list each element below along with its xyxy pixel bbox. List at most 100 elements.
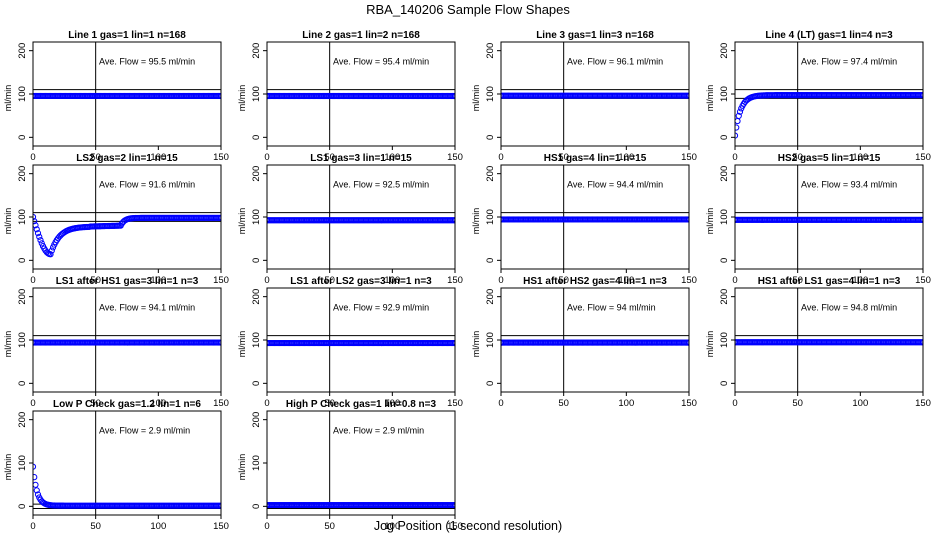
panel-11: HS1 after HS2 gas=4 lin=1 n=3 Ave. Flow =… xyxy=(471,276,697,409)
y-axis-label: ml/min xyxy=(705,85,715,112)
x-tick-label: 100 xyxy=(384,398,400,409)
data-point xyxy=(736,108,744,115)
x-tick-label: 100 xyxy=(852,275,868,286)
y-tick-label: 0 xyxy=(17,504,28,509)
y-tick-label: 100 xyxy=(17,455,28,471)
x-tick-label: 100 xyxy=(852,398,868,409)
y-tick-label: 100 xyxy=(17,209,28,225)
x-tick-label: 100 xyxy=(150,275,166,286)
y-tick-label: 100 xyxy=(485,86,496,102)
data-point xyxy=(33,222,39,229)
y-tick-label: 200 xyxy=(251,166,262,182)
y-axis-label: ml/min xyxy=(3,85,13,112)
panel-9: LS1 after HS1 gas=3 lin=1 n=3 Ave. Flow =… xyxy=(3,276,229,409)
data-series xyxy=(33,213,221,258)
y-tick-label: 0 xyxy=(719,135,730,140)
x-tick-label: 0 xyxy=(30,152,35,163)
x-tick-label: 50 xyxy=(558,152,569,163)
x-tick-label: 0 xyxy=(498,275,503,286)
y-tick-label: 200 xyxy=(17,412,28,428)
panel-title: High P Check gas=1 lin=0.8 n=3 xyxy=(286,399,437,410)
data-point xyxy=(33,226,40,233)
x-tick-label: 100 xyxy=(150,521,166,532)
average-flow-annotation: Ave. Flow = 94 ml/min xyxy=(567,303,656,313)
average-flow-annotation: Ave. Flow = 97.4 ml/min xyxy=(801,57,897,67)
data-series xyxy=(501,339,689,346)
x-tick-label: 100 xyxy=(852,152,868,163)
y-tick-label: 100 xyxy=(17,332,28,348)
x-tick-label: 0 xyxy=(264,275,269,286)
panel-grid: Line 1 gas=1 lin=1 n=168 Ave. Flow = 95.5… xyxy=(3,30,931,532)
average-flow-annotation: Ave. Flow = 94.4 ml/min xyxy=(567,180,663,190)
average-flow-annotation: Ave. Flow = 96.1 ml/min xyxy=(567,57,663,67)
y-tick-label: 0 xyxy=(251,504,262,509)
data-point xyxy=(47,251,54,258)
x-tick-label: 0 xyxy=(264,398,269,409)
y-tick-label: 100 xyxy=(485,209,496,225)
data-point xyxy=(735,124,740,131)
x-tick-label: 100 xyxy=(618,398,634,409)
panel-title: LS1 gas=3 lin=1 n=15 xyxy=(310,153,412,164)
data-series xyxy=(33,463,221,509)
y-tick-label: 0 xyxy=(485,135,496,140)
y-tick-label: 200 xyxy=(719,289,730,305)
x-tick-label: 150 xyxy=(447,152,463,163)
y-axis-label: ml/min xyxy=(471,85,481,112)
x-tick-label: 100 xyxy=(384,152,400,163)
y-tick-label: 0 xyxy=(251,135,262,140)
y-tick-label: 200 xyxy=(17,289,28,305)
data-point xyxy=(33,213,37,221)
data-point xyxy=(919,92,923,99)
x-tick-label: 150 xyxy=(447,275,463,286)
y-tick-label: 200 xyxy=(485,43,496,59)
y-tick-label: 0 xyxy=(251,258,262,263)
data-series xyxy=(33,92,221,100)
y-tick-label: 100 xyxy=(251,455,262,471)
x-tick-label: 150 xyxy=(681,152,697,163)
y-axis-label: ml/min xyxy=(705,208,715,235)
y-axis-label: ml/min xyxy=(3,454,13,481)
y-axis-label: ml/min xyxy=(237,454,247,481)
x-tick-label: 150 xyxy=(447,398,463,409)
data-point xyxy=(34,491,42,498)
panel-title: Line 2 gas=1 lin=2 n=168 xyxy=(302,30,420,41)
data-point xyxy=(685,339,689,346)
data-point xyxy=(919,339,923,346)
average-flow-annotation: Ave. Flow = 94.8 ml/min xyxy=(801,303,897,313)
y-tick-label: 0 xyxy=(485,258,496,263)
x-tick-label: 100 xyxy=(618,152,634,163)
panel-6: LS1 gas=3 lin=1 n=15 Ave. Flow = 92.5 ml/… xyxy=(237,153,463,286)
data-point xyxy=(735,112,742,120)
y-axis-label: ml/min xyxy=(237,85,247,112)
panel-title: LS1 after HS1 gas=3 lin=1 n=3 xyxy=(56,276,199,287)
x-tick-label: 50 xyxy=(90,398,101,409)
x-tick-label: 100 xyxy=(618,275,634,286)
y-axis-label: ml/min xyxy=(3,331,13,358)
y-axis-label: ml/min xyxy=(471,208,481,235)
data-series xyxy=(267,501,455,509)
data-point xyxy=(735,117,741,125)
panel-title: LS1 after LS2 gas=3 lin=1 n=3 xyxy=(290,276,432,287)
data-point xyxy=(685,216,689,223)
x-tick-label: 50 xyxy=(90,521,101,532)
y-axis-label: ml/min xyxy=(471,331,481,358)
data-point xyxy=(685,92,689,99)
average-flow-annotation: Ave. Flow = 91.6 ml/min xyxy=(99,180,195,190)
data-point xyxy=(33,474,38,481)
x-tick-label: 150 xyxy=(213,521,229,532)
y-tick-label: 200 xyxy=(251,412,262,428)
x-tick-label: 150 xyxy=(915,275,931,286)
y-tick-label: 100 xyxy=(719,209,730,225)
y-axis-label: ml/min xyxy=(705,331,715,358)
x-tick-label: 50 xyxy=(558,275,569,286)
y-tick-label: 100 xyxy=(251,209,262,225)
x-tick-label: 50 xyxy=(90,152,101,163)
average-flow-annotation: Ave. Flow = 94.1 ml/min xyxy=(99,303,195,313)
y-tick-label: 100 xyxy=(719,86,730,102)
data-point xyxy=(33,218,38,225)
x-tick-label: 0 xyxy=(732,398,737,409)
panel-title: HS2 gas=5 lin=1 n=15 xyxy=(778,153,881,164)
data-series xyxy=(267,92,455,100)
data-series xyxy=(735,92,923,139)
